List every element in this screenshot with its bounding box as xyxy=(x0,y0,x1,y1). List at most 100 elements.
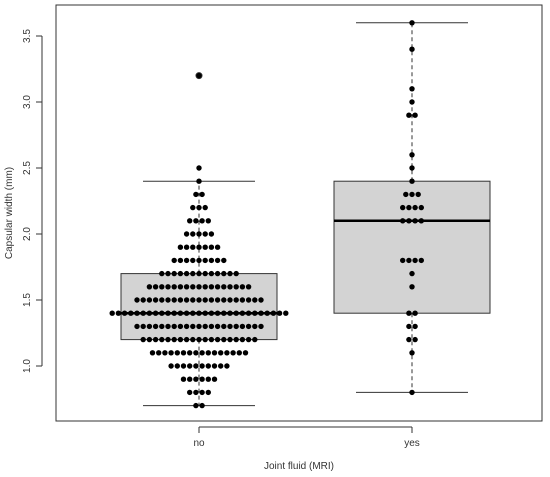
data-point xyxy=(409,152,415,158)
data-point xyxy=(205,218,211,224)
data-point xyxy=(403,191,409,198)
data-point xyxy=(221,323,227,330)
data-point xyxy=(190,284,196,290)
data-point xyxy=(227,323,233,330)
data-point xyxy=(183,284,190,290)
data-point xyxy=(183,257,190,264)
data-point xyxy=(152,297,159,303)
data-point xyxy=(171,310,177,316)
data-point xyxy=(221,310,227,316)
data-point xyxy=(233,323,239,330)
data-point xyxy=(199,376,205,382)
data-point xyxy=(230,350,236,356)
data-point xyxy=(193,402,199,409)
y-tick-label: 3.5 xyxy=(22,29,33,43)
data-point xyxy=(202,284,208,290)
data-point xyxy=(140,310,146,316)
data-point xyxy=(183,231,190,237)
data-point xyxy=(177,244,184,250)
y-tick-label: 3.0 xyxy=(22,95,33,109)
data-point xyxy=(270,310,277,316)
data-point xyxy=(409,389,415,396)
data-point xyxy=(177,270,184,277)
data-point xyxy=(258,323,264,330)
data-point xyxy=(208,323,215,330)
data-point xyxy=(196,178,202,184)
data-point xyxy=(190,244,196,250)
data-point xyxy=(196,297,202,303)
data-point xyxy=(190,257,196,264)
data-point xyxy=(196,270,202,277)
data-point xyxy=(193,363,199,369)
data-point xyxy=(211,350,218,356)
data-point xyxy=(406,336,412,343)
data-point xyxy=(239,284,246,290)
data-point xyxy=(134,297,140,303)
data-point xyxy=(239,310,246,316)
data-point xyxy=(199,350,205,356)
data-point xyxy=(159,297,165,303)
data-point xyxy=(152,323,159,330)
data-point xyxy=(406,218,412,224)
data-point xyxy=(190,310,196,316)
data-point xyxy=(202,297,208,303)
data-point xyxy=(208,270,215,277)
data-point xyxy=(177,323,184,330)
data-point xyxy=(196,310,202,316)
data-point xyxy=(233,297,239,303)
data-point xyxy=(409,178,415,184)
data-point xyxy=(199,402,205,409)
y-tick-label: 1.5 xyxy=(22,293,33,307)
data-point xyxy=(202,336,208,343)
data-point xyxy=(196,336,202,343)
data-point xyxy=(221,284,227,290)
data-point xyxy=(183,336,190,343)
data-point xyxy=(211,376,218,382)
y-tick-label: 2.5 xyxy=(22,161,33,175)
data-point xyxy=(187,376,193,382)
data-point xyxy=(171,336,177,343)
data-point xyxy=(205,376,211,382)
data-point xyxy=(146,323,153,330)
data-point xyxy=(165,270,171,277)
data-point xyxy=(177,297,184,303)
data-point xyxy=(409,99,415,105)
data-point xyxy=(202,257,208,264)
data-point xyxy=(409,165,415,171)
data-point xyxy=(202,231,208,237)
data-point xyxy=(190,323,196,330)
data-point xyxy=(128,310,134,316)
data-point xyxy=(149,350,156,356)
data-point xyxy=(245,336,252,343)
data-point xyxy=(214,297,221,303)
points-layer xyxy=(109,20,424,409)
x-tick-label: no xyxy=(193,438,205,449)
data-point xyxy=(245,297,252,303)
data-point xyxy=(242,350,249,356)
data-point xyxy=(227,310,233,316)
data-point xyxy=(409,20,415,26)
data-point xyxy=(152,336,159,343)
data-point xyxy=(165,323,171,330)
data-point xyxy=(171,284,177,290)
outlier-no-0 xyxy=(195,72,203,80)
data-point xyxy=(233,270,239,277)
data-point xyxy=(156,350,162,356)
data-point xyxy=(187,363,193,369)
data-point xyxy=(214,284,221,290)
data-point xyxy=(187,389,193,396)
data-point xyxy=(227,297,233,303)
data-point xyxy=(208,297,215,303)
data-point xyxy=(196,231,202,237)
data-point xyxy=(193,218,199,224)
data-point xyxy=(196,323,202,330)
data-point xyxy=(177,257,184,264)
data-point xyxy=(252,310,258,316)
data-point xyxy=(199,191,205,198)
data-point xyxy=(177,284,184,290)
data-point xyxy=(221,297,227,303)
data-point xyxy=(406,323,412,330)
data-point xyxy=(115,310,122,316)
data-point xyxy=(159,323,165,330)
